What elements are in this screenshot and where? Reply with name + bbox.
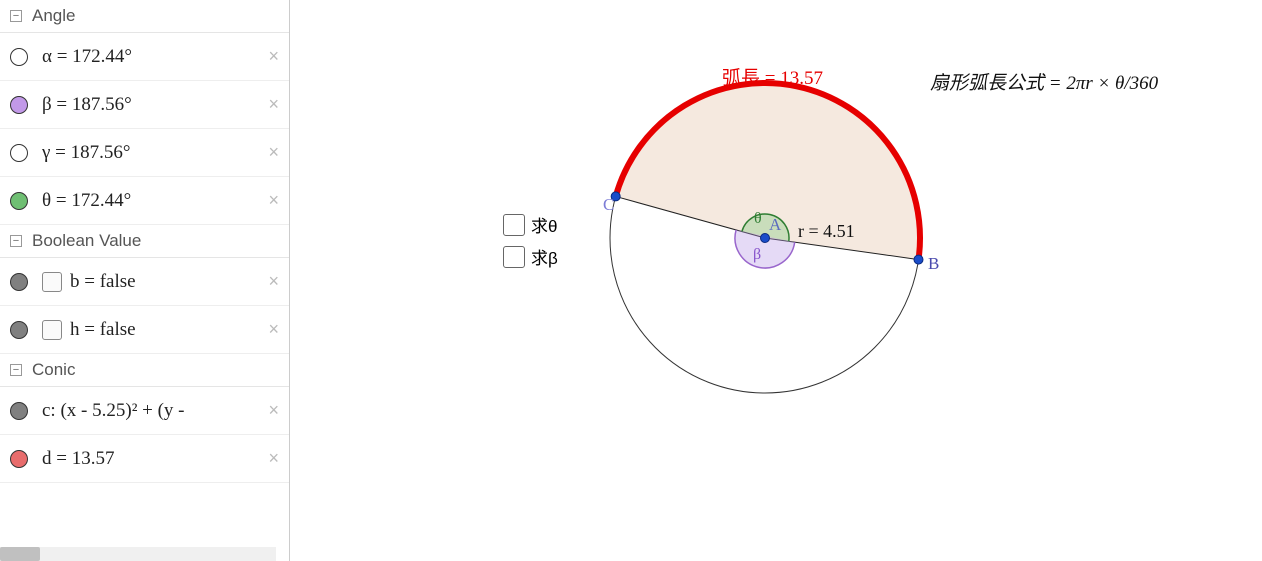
- close-icon[interactable]: ×: [268, 46, 279, 67]
- expression-text: β = 187.56°: [42, 94, 132, 116]
- object-row[interactable]: θ = 172.44° ×: [0, 177, 289, 225]
- close-icon[interactable]: ×: [268, 94, 279, 115]
- close-icon[interactable]: ×: [268, 271, 279, 292]
- formula-label: 扇形弧長公式 = 2πr × θ/360: [930, 68, 1158, 95]
- expression-text: d = 13.57: [42, 448, 114, 470]
- visibility-dot-icon[interactable]: [10, 450, 28, 468]
- expression-text: θ = 172.44°: [42, 190, 131, 212]
- section-title: Angle: [32, 6, 75, 26]
- visibility-dot-icon[interactable]: [10, 402, 28, 420]
- visibility-dot-icon[interactable]: [10, 144, 28, 162]
- object-row[interactable]: β = 187.56° ×: [0, 81, 289, 129]
- checkbox-theta[interactable]: 求θ: [503, 212, 557, 237]
- expression-text: γ = 187.56°: [42, 142, 130, 164]
- checkbox-beta-label: 求β: [531, 244, 558, 269]
- expression-text: h = false: [70, 319, 136, 341]
- arc-length-label: 弧長 = 13.57: [722, 63, 823, 90]
- object-row[interactable]: d = 13.57 ×: [0, 435, 289, 483]
- point-B-label: B: [928, 254, 939, 274]
- section-title: Boolean Value: [32, 231, 141, 251]
- beta-symbol: β: [753, 246, 761, 264]
- bool-checkbox[interactable]: [42, 272, 62, 292]
- visibility-dot-icon[interactable]: [10, 48, 28, 66]
- close-icon[interactable]: ×: [268, 190, 279, 211]
- close-icon[interactable]: ×: [268, 400, 279, 421]
- point-A-label: A: [769, 215, 781, 235]
- point-C-label: C: [603, 195, 614, 215]
- bool-checkbox[interactable]: [42, 320, 62, 340]
- object-row[interactable]: γ = 187.56° ×: [0, 129, 289, 177]
- visibility-dot-icon[interactable]: [10, 321, 28, 339]
- object-row[interactable]: b = false ×: [0, 258, 289, 306]
- checkbox-beta[interactable]: 求β: [503, 244, 558, 269]
- collapse-icon[interactable]: −: [10, 364, 22, 376]
- checkbox-theta-label: 求θ: [531, 212, 557, 237]
- object-row[interactable]: c: (x - 5.25)² + (y - ×: [0, 387, 289, 435]
- section-header[interactable]: −Angle: [0, 0, 289, 33]
- visibility-dot-icon[interactable]: [10, 273, 28, 291]
- section-title: Conic: [32, 360, 75, 380]
- graphics-view[interactable]: 弧長 = 13.57 扇形弧長公式 = 2πr × θ/360 r = 4.51…: [290, 0, 1262, 561]
- horizontal-scrollbar[interactable]: [0, 547, 276, 561]
- theta-symbol: θ: [754, 210, 762, 228]
- expression-text: c: (x - 5.25)² + (y -: [42, 400, 185, 422]
- expression-text: b = false: [70, 271, 136, 293]
- object-row[interactable]: h = false ×: [0, 306, 289, 354]
- algebra-sidebar[interactable]: −Angleα = 172.44°×β = 187.56°×γ = 187.56…: [0, 0, 290, 561]
- close-icon[interactable]: ×: [268, 319, 279, 340]
- section-header[interactable]: −Boolean Value: [0, 225, 289, 258]
- radius-label: r = 4.51: [798, 221, 855, 242]
- checkbox-icon[interactable]: [503, 246, 525, 268]
- close-icon[interactable]: ×: [268, 448, 279, 469]
- collapse-icon[interactable]: −: [10, 10, 22, 22]
- visibility-dot-icon[interactable]: [10, 96, 28, 114]
- collapse-icon[interactable]: −: [10, 235, 22, 247]
- object-row[interactable]: α = 172.44° ×: [0, 33, 289, 81]
- checkbox-icon[interactable]: [503, 214, 525, 236]
- section-header[interactable]: −Conic: [0, 354, 289, 387]
- visibility-dot-icon[interactable]: [10, 192, 28, 210]
- expression-text: α = 172.44°: [42, 46, 132, 68]
- close-icon[interactable]: ×: [268, 142, 279, 163]
